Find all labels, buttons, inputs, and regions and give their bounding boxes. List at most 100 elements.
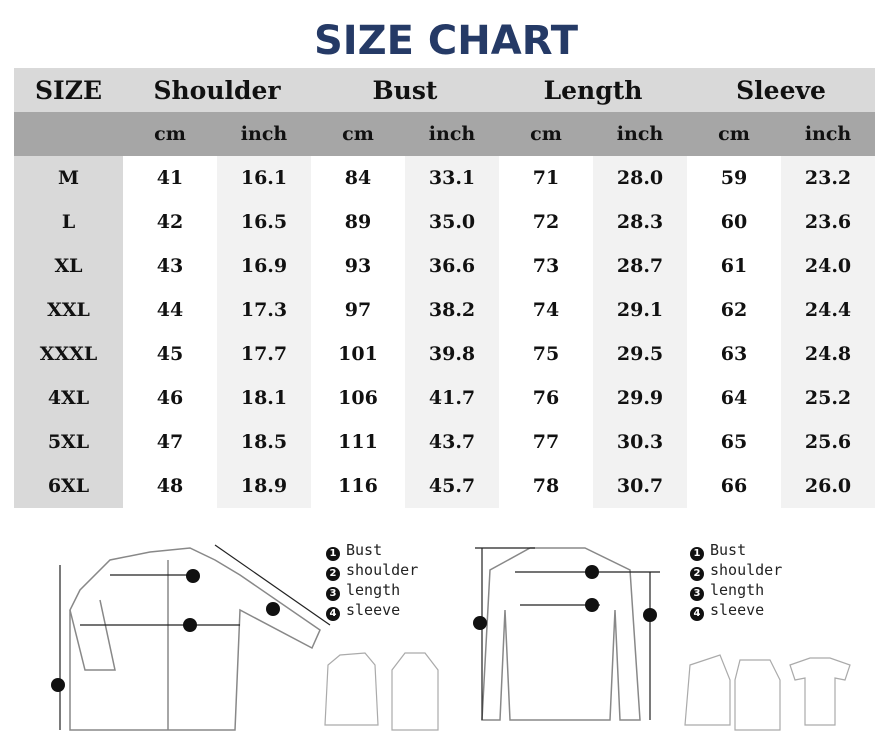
unit-blank	[14, 112, 123, 156]
unit-row: cm inch cm inch cm inch cm inch	[14, 112, 876, 156]
value-cell: 116	[311, 464, 406, 508]
value-cell: 71	[499, 156, 594, 200]
value-cell: 30.7	[593, 464, 688, 508]
value-cell: 25.6	[781, 420, 876, 464]
unit-header: inch	[405, 112, 500, 156]
value-cell: 18.1	[217, 376, 312, 420]
legend-label: length	[710, 581, 765, 599]
size-cell: XXXL	[14, 332, 123, 376]
header-measure: Length	[499, 68, 688, 112]
value-cell: 89	[311, 200, 406, 244]
value-cell: 29.9	[593, 376, 688, 420]
size-chart-table: SIZE Shoulder Bust Length Sleeve cm inch cm inch…	[14, 68, 876, 508]
value-cell: 33.1	[405, 156, 500, 200]
size-cell: 4XL	[14, 376, 123, 420]
value-cell: 62	[687, 288, 782, 332]
value-cell: 30.3	[593, 420, 688, 464]
value-cell: 23.6	[781, 200, 876, 244]
unit-header: cm	[311, 112, 406, 156]
size-cell: XL	[14, 244, 123, 288]
value-cell: 41	[123, 156, 217, 200]
header-measure: Shoulder	[123, 68, 312, 112]
value-cell: 111	[311, 420, 406, 464]
value-cell: 28.3	[593, 200, 688, 244]
value-cell: 16.5	[217, 200, 312, 244]
number-badge-icon: 4	[690, 607, 704, 621]
value-cell: 44	[123, 288, 217, 332]
legend-item: 1 Bust	[690, 541, 782, 561]
value-cell: 45.7	[405, 464, 500, 508]
value-cell: 47	[123, 420, 217, 464]
value-cell: 41.7	[405, 376, 500, 420]
value-cell: 25.2	[781, 376, 876, 420]
value-cell: 101	[311, 332, 406, 376]
unit-header: cm	[123, 112, 217, 156]
legend-item: 3 length	[326, 581, 418, 601]
value-cell: 63	[687, 332, 782, 376]
number-badge-icon: 1	[690, 547, 704, 561]
value-cell: 72	[499, 200, 594, 244]
number-badge-icon: 2	[326, 567, 340, 581]
value-cell: 39.8	[405, 332, 500, 376]
size-cell: XXL	[14, 288, 123, 332]
value-cell: 59	[687, 156, 782, 200]
header-measure: Sleeve	[687, 68, 876, 112]
page-title: SIZE CHART	[313, 18, 579, 64]
number-badge-icon: 3	[690, 587, 704, 601]
value-cell: 78	[499, 464, 594, 508]
number-badge-icon: 2	[690, 567, 704, 581]
legend-item: 4 sleeve	[326, 601, 418, 621]
size-cell: 6XL	[14, 464, 123, 508]
value-cell: 46	[123, 376, 217, 420]
value-cell: 43.7	[405, 420, 500, 464]
unit-header: inch	[593, 112, 688, 156]
value-cell: 45	[123, 332, 217, 376]
value-cell: 93	[311, 244, 406, 288]
size-cell: L	[14, 200, 123, 244]
header-row: SIZE Shoulder Bust Length Sleeve	[14, 68, 876, 112]
legend-label: shoulder	[710, 561, 783, 579]
value-cell: 24.8	[781, 332, 876, 376]
header-measure: Bust	[311, 68, 500, 112]
table-row: 4XL 46 18.1 106 41.7 76 29.9 64 25.2	[14, 376, 876, 420]
value-cell: 77	[499, 420, 594, 464]
unit-header: inch	[781, 112, 876, 156]
value-cell: 29.1	[593, 288, 688, 332]
table-row: 5XL 47 18.5 111 43.7 77 30.3 65 25.6	[14, 420, 876, 464]
legend-label: Bust	[346, 541, 383, 559]
legend-item: 2 shoulder	[690, 561, 782, 581]
value-cell: 28.7	[593, 244, 688, 288]
value-cell: 38.2	[405, 288, 500, 332]
value-cell: 23.2	[781, 156, 876, 200]
value-cell: 66	[687, 464, 782, 508]
number-badge-icon: 3	[326, 587, 340, 601]
size-cell: 5XL	[14, 420, 123, 464]
value-cell: 35.0	[405, 200, 500, 244]
value-cell: 28.0	[593, 156, 688, 200]
unit-header: cm	[499, 112, 594, 156]
value-cell: 24.0	[781, 244, 876, 288]
value-cell: 60	[687, 200, 782, 244]
value-cell: 76	[499, 376, 594, 420]
legend-item: 3 length	[690, 581, 782, 601]
value-cell: 18.5	[217, 420, 312, 464]
value-cell: 18.9	[217, 464, 312, 508]
value-cell: 75	[499, 332, 594, 376]
value-cell: 84	[311, 156, 406, 200]
unit-header: cm	[687, 112, 782, 156]
value-cell: 26.0	[781, 464, 876, 508]
legend-label: Bust	[710, 541, 747, 559]
table-row: XXL 44 17.3 97 38.2 74 29.1 62 24.4	[14, 288, 876, 332]
value-cell: 97	[311, 288, 406, 332]
table-row: L 42 16.5 89 35.0 72 28.3 60 23.6	[14, 200, 876, 244]
number-badge-icon: 4	[326, 607, 340, 621]
table-row: XXXL 45 17.7 101 39.8 75 29.5 63 24.8	[14, 332, 876, 376]
value-cell: 16.1	[217, 156, 312, 200]
header-size: SIZE	[14, 68, 123, 112]
legend-label: length	[346, 581, 401, 599]
value-cell: 64	[687, 376, 782, 420]
size-cell: M	[14, 156, 123, 200]
legend-label: sleeve	[710, 601, 765, 619]
clothing-icons	[684, 654, 851, 731]
value-cell: 73	[499, 244, 594, 288]
